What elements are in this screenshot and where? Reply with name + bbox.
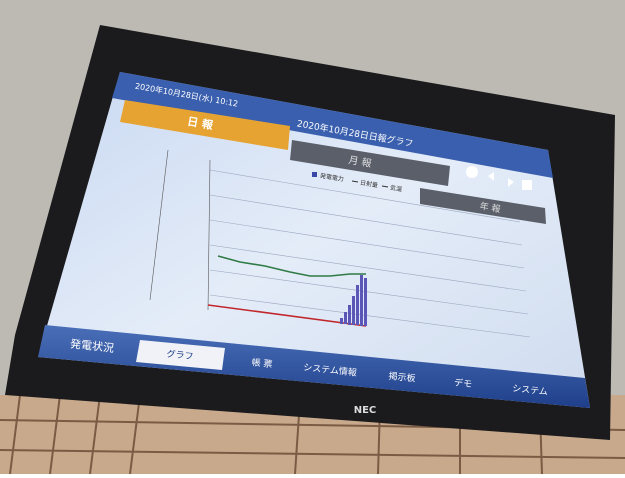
brand-logo: NEC xyxy=(354,405,377,416)
page: {"header": {"datetime": "2020年10月28日(水) … xyxy=(0,0,625,474)
legend-swatch xyxy=(312,172,317,177)
scene: 2020年10月28日(水) 10:12 日 報 月 報 年 報 2020年10… xyxy=(0,0,625,474)
